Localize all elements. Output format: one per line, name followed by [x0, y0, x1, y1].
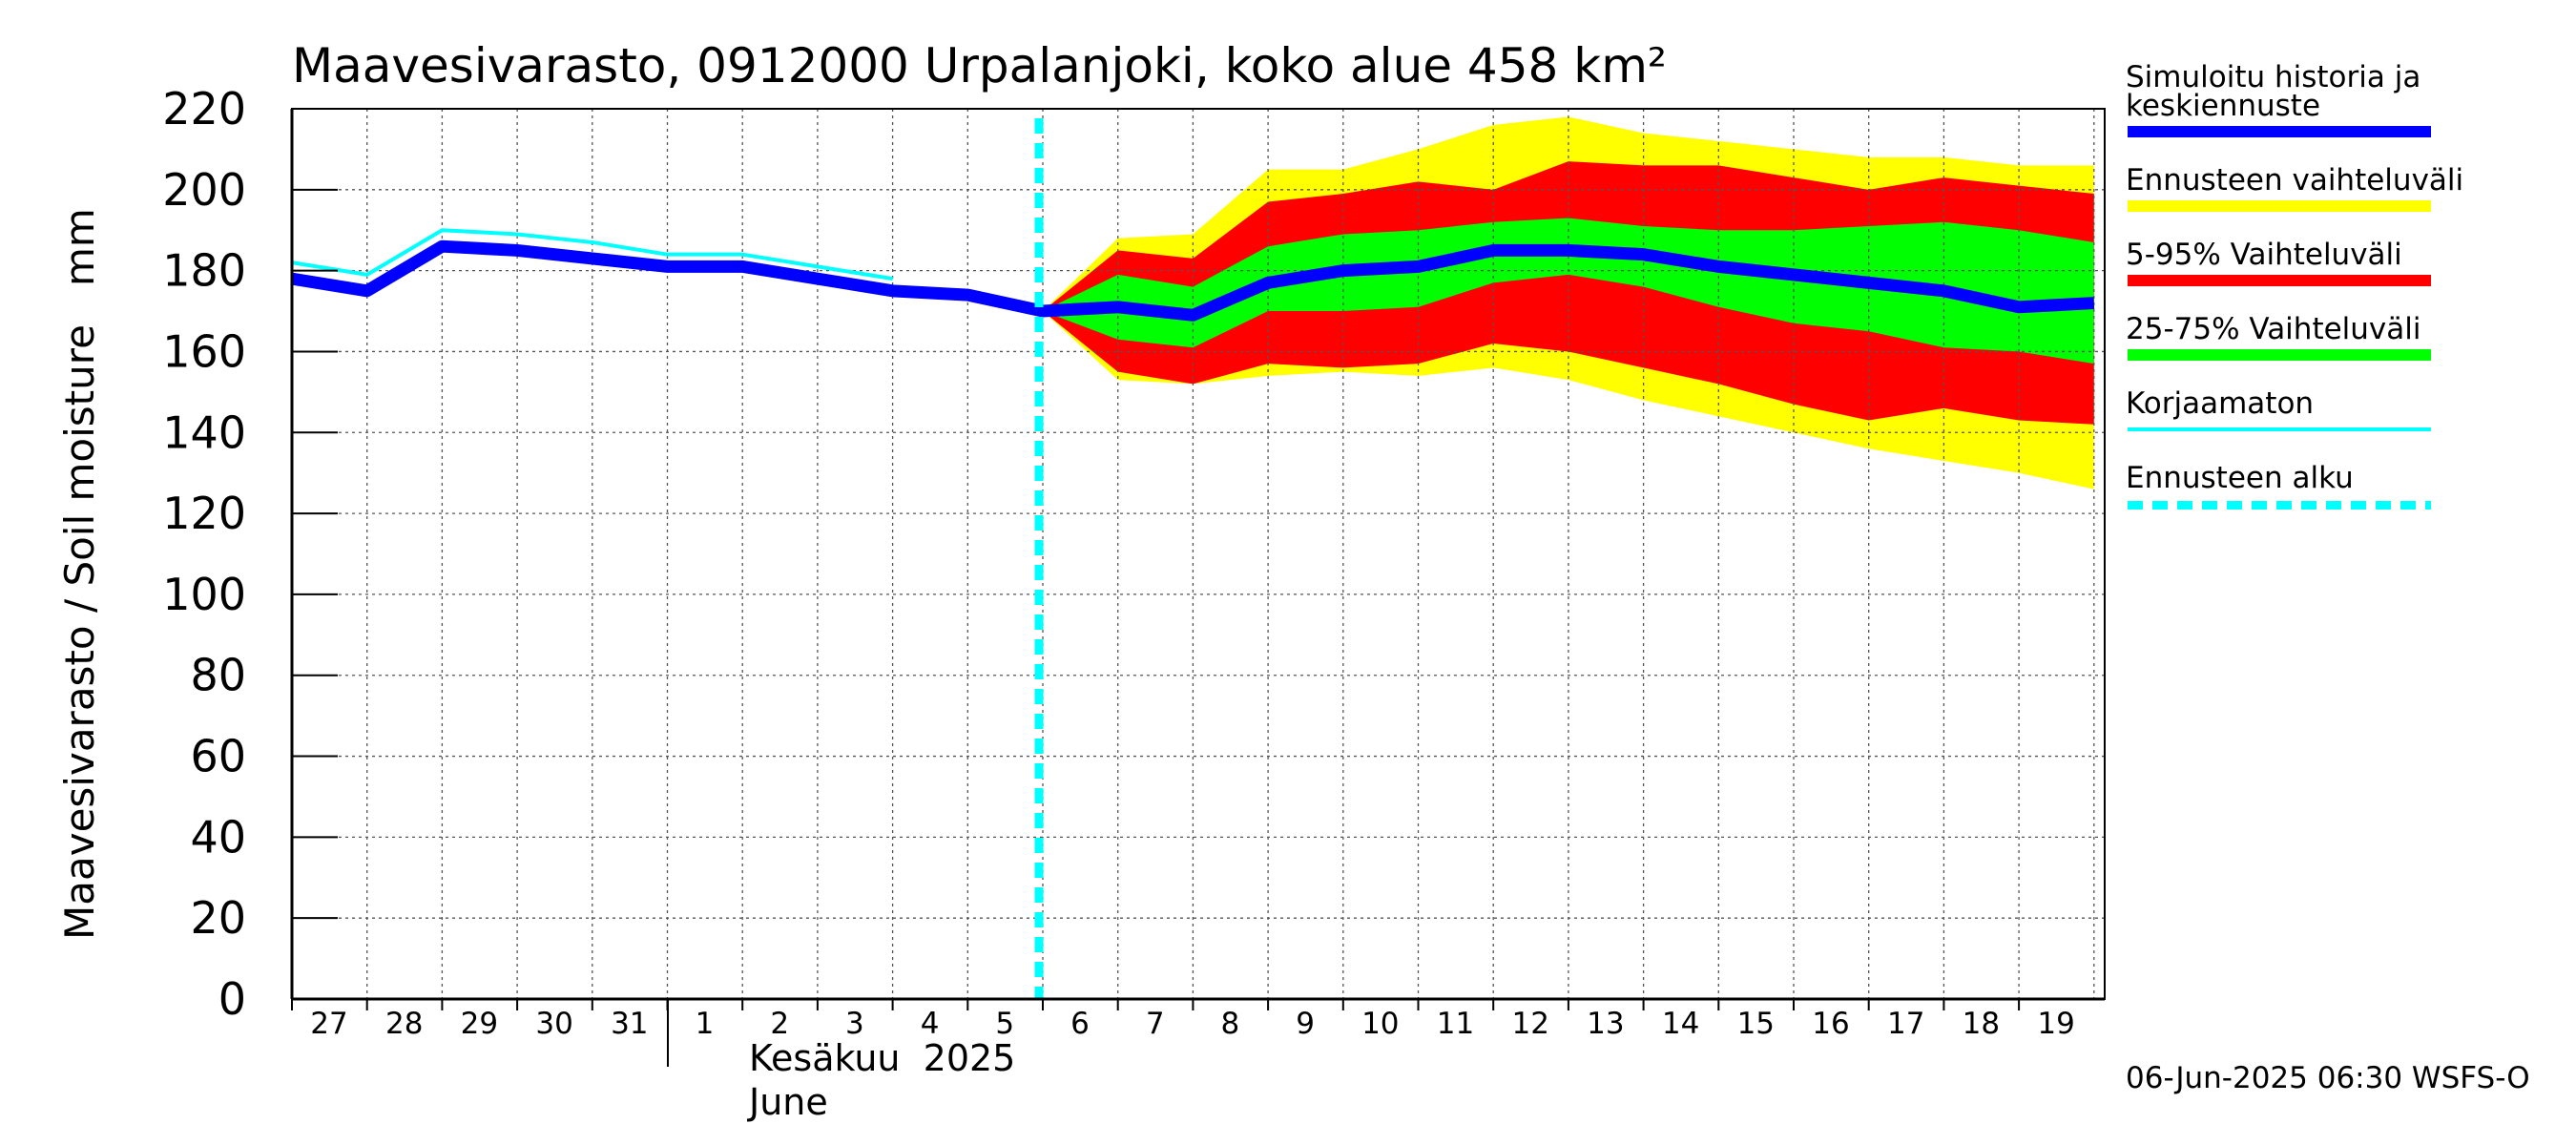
legend-label: Ennusteen alku	[2126, 461, 2354, 495]
legend-label: 5-95% Vaihteluväli	[2126, 238, 2402, 272]
y-tick-label: 120	[162, 488, 246, 539]
y-tick-labels: 0 20 40 60 80 100 120 140 160 180 200 220	[162, 83, 246, 1025]
band-5-95-vaihteluv-li	[1043, 161, 2094, 425]
x-tick-label: 6	[1070, 1007, 1090, 1041]
series-line-uncorrected	[291, 228, 893, 281]
x-tick-label: 3	[845, 1007, 864, 1041]
x-tick-label: 2	[770, 1007, 789, 1041]
y-tick-label: 220	[162, 83, 246, 135]
y-axis-label: Maavesivarasto / Soil moisture mm	[56, 208, 103, 940]
x-tick-label: 8	[1221, 1007, 1240, 1041]
grid-lines	[292, 108, 2105, 1000]
legend-label: 25-75% Vaihteluväli	[2126, 312, 2421, 346]
x-tick-label: 5	[995, 1007, 1014, 1041]
y-tick-label: 0	[218, 973, 246, 1025]
y-tick-label: 40	[190, 811, 246, 863]
legend-item-25-75: 25-75% Vaihteluväli	[2126, 290, 2565, 364]
legend-label: Ennusteen vaihteluväli	[2126, 163, 2464, 198]
y-tick-label: 100	[162, 569, 246, 620]
legend-item-forecast-start: Ennusteen alku	[2126, 439, 2565, 513]
y-tick-label: 60	[190, 731, 246, 782]
x-tick-label: 4	[921, 1007, 940, 1041]
x-tick-label: 7	[1146, 1007, 1165, 1041]
x-tick-label: 15	[1737, 1007, 1775, 1041]
x-axis-month-label-en: June	[747, 1081, 828, 1123]
x-tick-label: 17	[1887, 1007, 1924, 1041]
axes	[290, 108, 2106, 1067]
legend-swatch	[2128, 275, 2431, 286]
x-tick-label: 27	[310, 1007, 347, 1041]
legend-item-mean: Simuloitu historia ja keskiennuste	[2126, 48, 2565, 141]
legend-item-range: Ennusteen vaihteluväli	[2126, 141, 2565, 216]
x-tick-label: 1	[696, 1007, 715, 1041]
x-tick-labels: 27 28 29 30 31 1 2 3 4 5 6 7 8 9 10 11 12 13 14 15 16 17 18 19	[310, 1007, 2075, 1041]
x-tick-label: 13	[1587, 1007, 1624, 1041]
y-tick-label: 80	[190, 650, 246, 701]
legend-item-5-95: 5-95% Vaihteluväli	[2126, 216, 2565, 290]
x-tick-label: 16	[1812, 1007, 1849, 1041]
x-tick-label: 19	[2037, 1007, 2074, 1041]
legend-swatch	[2128, 427, 2431, 431]
y-tick-label: 160	[162, 325, 246, 377]
x-tick-label: 29	[461, 1007, 498, 1041]
x-tick-label: 30	[535, 1007, 572, 1041]
legend-label: Simuloitu historia ja keskiennuste	[2126, 60, 2421, 123]
legend-swatch	[2128, 126, 2431, 137]
series-line-mean	[290, 239, 2095, 322]
legend-swatch	[2128, 200, 2431, 212]
y-tick-label: 180	[162, 245, 246, 297]
series-lines	[290, 118, 2095, 999]
legend-label: Korjaamaton	[2126, 386, 2315, 421]
legend: Simuloitu historia ja keskiennuste Ennus…	[2126, 48, 2565, 513]
x-axis-month-label: Kesäkuu 2025	[749, 1037, 1015, 1079]
x-tick-label: 14	[1662, 1007, 1699, 1041]
x-tick-label: 31	[611, 1007, 648, 1041]
chart-title: Maavesivarasto, 0912000 Urpalanjoki, kok…	[292, 38, 1667, 94]
y-tick-label: 200	[162, 164, 246, 216]
timestamp-footer: 06-Jun-2025 06:30 WSFS-O	[2126, 1061, 2530, 1095]
x-tick-label: 9	[1296, 1007, 1315, 1041]
legend-swatch	[2128, 349, 2431, 361]
x-tick-label: 11	[1437, 1007, 1474, 1041]
legend-swatch	[2128, 501, 2431, 510]
x-tick-label: 18	[1963, 1007, 2000, 1041]
y-tick-label: 20	[190, 892, 246, 944]
band-25-75-vaihteluv-li	[1043, 218, 2094, 364]
y-tick-label: 140	[162, 406, 246, 458]
x-tick-label: 10	[1361, 1007, 1399, 1041]
legend-item-uncorrected: Korjaamaton	[2126, 364, 2565, 439]
x-tick-label: 28	[385, 1007, 423, 1041]
x-tick-label: 12	[1511, 1007, 1548, 1041]
